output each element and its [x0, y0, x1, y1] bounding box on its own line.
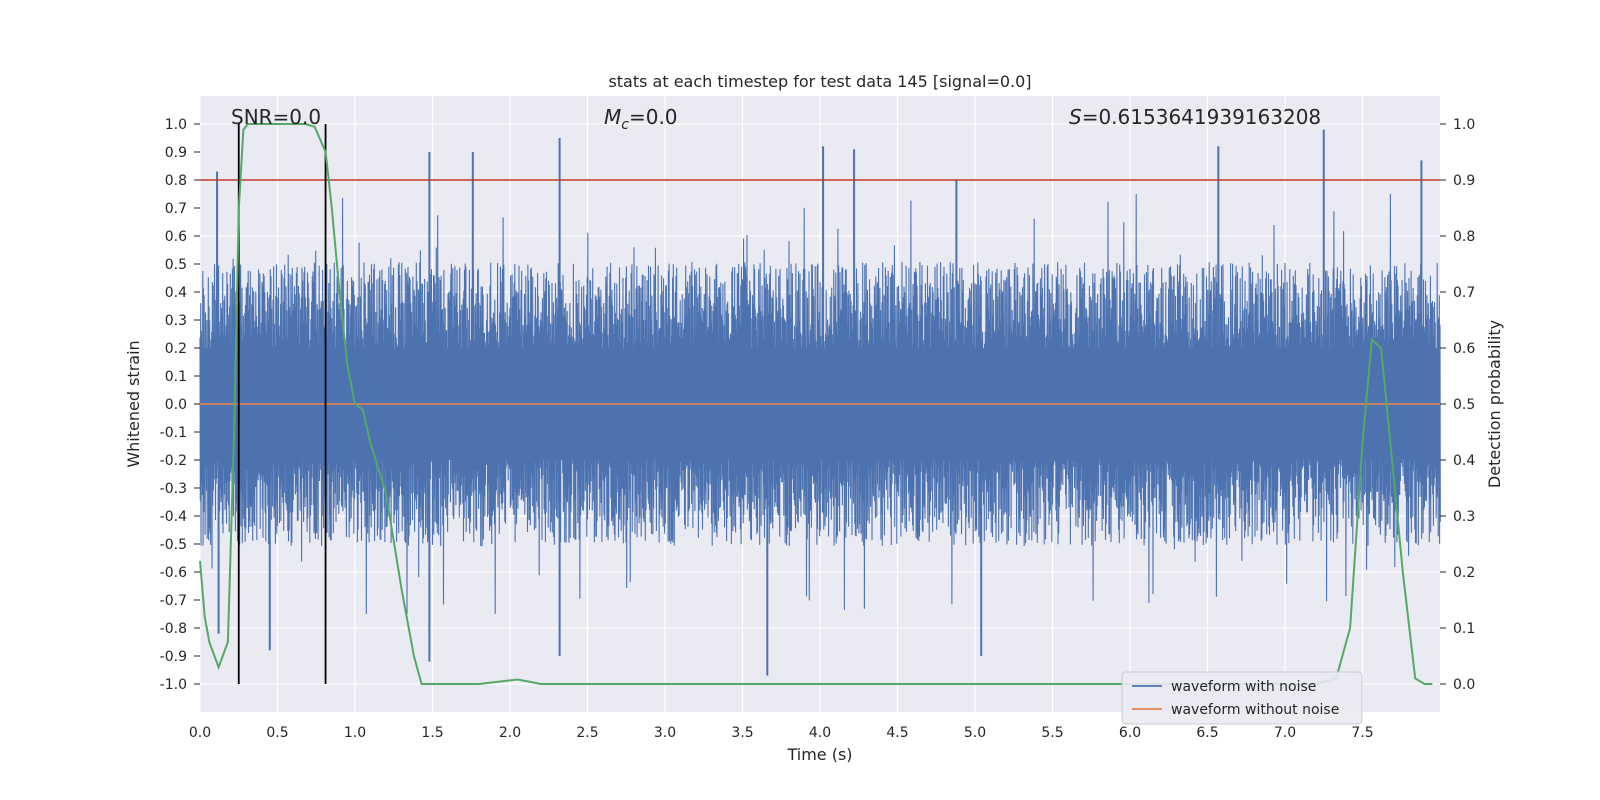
y-tick-label: -0.8	[160, 621, 187, 637]
x-tick-label: 5.0	[964, 725, 986, 741]
x-tick-label: 7.0	[1274, 725, 1296, 741]
y-tick-label: 0.6	[165, 229, 187, 245]
overlay-lines	[199, 123, 1440, 685]
s-annotation: S=0.6153641939163208	[1069, 105, 1321, 129]
mc-subscript: c	[621, 117, 629, 133]
legend-label-noise: waveform with noise	[1171, 679, 1316, 695]
y2-tick-label: 0.7	[1453, 285, 1475, 301]
y2-axis-label: Detection probability	[1485, 320, 1504, 488]
x-tick-label: 2.0	[499, 725, 521, 741]
x-tick-label: 4.0	[809, 725, 831, 741]
x-tick-label: 3.5	[731, 725, 753, 741]
axis-ticks: 0.0 0.5 1.0 1.5 2.0 2.5 3.0 3.5 4.0 4.5 5.0 5.5 6.0 6…	[160, 117, 1476, 741]
x-axis-label: Time (s)	[786, 745, 852, 764]
s-symbol: S	[1069, 105, 1082, 129]
mc-symbol: M	[604, 105, 621, 129]
x-tick-label: 5.5	[1041, 725, 1063, 741]
x-tick-label: 0.0	[189, 725, 211, 741]
y-tick-label: -0.4	[160, 509, 187, 525]
y2-tick-label: 0.3	[1453, 509, 1475, 525]
mc-value: =0.0	[629, 105, 678, 129]
x-tick-label: 6.0	[1119, 725, 1141, 741]
y-tick-label: -0.9	[160, 649, 187, 665]
chart-title: stats at each timestep for test data 145…	[608, 72, 1031, 91]
x-tick-label: 1.5	[421, 725, 443, 741]
s-value: =0.6153641939163208	[1082, 105, 1321, 129]
y-tick-label: 0.1	[165, 369, 187, 385]
y-tick-label: 0.2	[165, 341, 187, 357]
y-axis-label: Whitened strain	[124, 340, 143, 467]
x-tick-label: 2.5	[576, 725, 598, 741]
x-tick-label: 7.5	[1351, 725, 1373, 741]
y2-tick-label: 0.5	[1453, 397, 1475, 413]
y2-tick-label: 0.4	[1453, 453, 1475, 469]
y-tick-label: -0.3	[160, 481, 187, 497]
y2-tick-label: 0.2	[1453, 565, 1475, 581]
y2-tick-label: 0.0	[1453, 677, 1475, 693]
y-tick-label: 0.8	[165, 173, 187, 189]
snr-annotation: SNR=0.0	[231, 105, 321, 129]
y-tick-label: -0.7	[160, 593, 187, 609]
x-tick-label: 6.5	[1196, 725, 1218, 741]
legend: waveform with noise waveform without noi…	[1121, 671, 1363, 725]
mc-annotation: Mc=0.0	[604, 105, 678, 133]
x-tick-label: 4.5	[886, 725, 908, 741]
legend-label-clean: waveform without noise	[1171, 702, 1339, 718]
legend-box	[1121, 671, 1363, 725]
y2-tick-label: 1.0	[1453, 117, 1475, 133]
y-tick-label: 0.3	[165, 313, 187, 329]
x-tick-label: 0.5	[266, 725, 288, 741]
detection-probability-line	[199, 123, 1433, 685]
y-tick-label: 0.7	[165, 201, 187, 217]
x-tick-label: 3.0	[654, 725, 676, 741]
y2-tick-label: 0.9	[1453, 173, 1475, 189]
y-tick-label: 0.5	[165, 257, 187, 273]
y-tick-label: -0.2	[160, 453, 187, 469]
x-tick-label: 1.0	[344, 725, 366, 741]
y2-tick-label: 0.8	[1453, 229, 1475, 245]
y-tick-label: -1.0	[160, 677, 187, 693]
y-tick-label: 0.9	[165, 145, 187, 161]
y-tick-label: 0.0	[165, 397, 187, 413]
y-tick-label: 1.0	[165, 117, 187, 133]
y-tick-label: 0.4	[165, 285, 187, 301]
y2-tick-label: 0.1	[1453, 621, 1475, 637]
y2-tick-label: 0.6	[1453, 341, 1475, 357]
y-tick-label: -0.1	[160, 425, 187, 441]
y-tick-label: -0.6	[160, 565, 187, 581]
y-tick-label: -0.5	[160, 537, 187, 553]
